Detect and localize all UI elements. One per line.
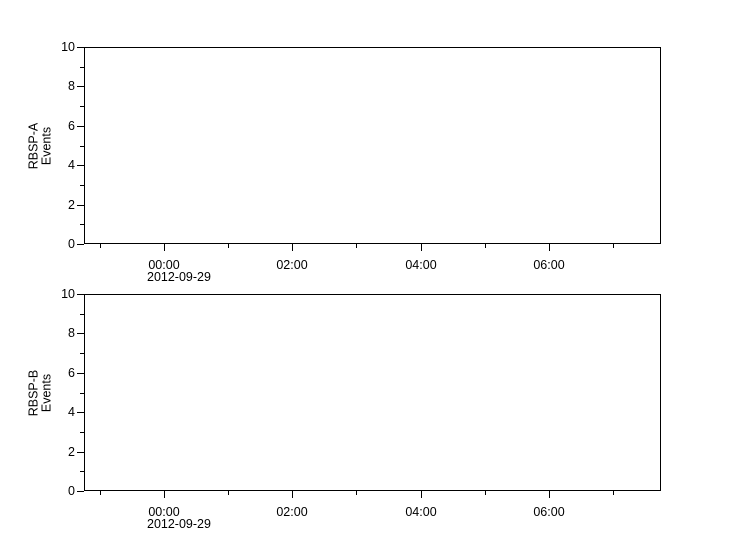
y-minor-tick	[80, 224, 84, 225]
x-major-tick	[421, 491, 422, 498]
y-minor-tick	[80, 185, 84, 186]
y-minor-tick	[80, 314, 84, 315]
y-tick-label: 10	[61, 40, 75, 54]
y-tick-label: 0	[68, 484, 75, 498]
y-tick-label: 8	[68, 79, 75, 93]
y-tick-label: 6	[68, 119, 75, 133]
x-tick-label: 06:00	[533, 258, 565, 272]
y-minor-tick	[80, 353, 84, 354]
x-tick-label: 04:00	[405, 505, 437, 519]
x-tick-label: 06:00	[533, 505, 565, 519]
y-major-tick	[77, 294, 84, 295]
x-major-tick	[549, 491, 550, 498]
x-minor-tick	[485, 491, 486, 495]
x-major-tick	[421, 244, 422, 251]
x-axis-date-label: 2012-09-29	[147, 517, 211, 531]
x-minor-tick	[228, 244, 229, 248]
y-tick-label: 6	[68, 366, 75, 380]
x-major-tick	[292, 244, 293, 251]
x-minor-tick	[485, 244, 486, 248]
x-tick-label: 00:00	[148, 505, 180, 519]
y-major-tick	[77, 373, 84, 374]
y-major-tick	[77, 333, 84, 334]
x-tick-label: 02:00	[276, 505, 308, 519]
y-tick-label: 10	[61, 287, 75, 301]
x-minor-tick	[613, 491, 614, 495]
y-minor-tick	[80, 432, 84, 433]
y-major-tick	[77, 205, 84, 206]
x-major-tick	[164, 244, 165, 251]
y-major-tick	[77, 86, 84, 87]
x-tick-label: 02:00	[276, 258, 308, 272]
y-tick-label: 2	[68, 198, 75, 212]
x-minor-tick	[356, 244, 357, 248]
y-tick-label: 2	[68, 445, 75, 459]
y-tick-label: 0	[68, 237, 75, 251]
y-minor-tick	[80, 471, 84, 472]
y-minor-tick	[80, 146, 84, 147]
y-major-tick	[77, 126, 84, 127]
x-minor-tick	[356, 491, 357, 495]
y-minor-tick	[80, 393, 84, 394]
y-major-tick	[77, 47, 84, 48]
x-minor-tick	[100, 244, 101, 248]
y-major-tick	[77, 412, 84, 413]
x-tick-label: 00:00	[148, 258, 180, 272]
plot-area-rbsp-b	[84, 294, 661, 491]
plot-area-rbsp-a	[84, 47, 661, 244]
x-axis-date-label: 2012-09-29	[147, 270, 211, 284]
y-minor-tick	[80, 106, 84, 107]
x-major-tick	[549, 244, 550, 251]
x-tick-label: 04:00	[405, 258, 437, 272]
y-tick-label: 4	[68, 405, 75, 419]
y-minor-tick	[80, 67, 84, 68]
y-major-tick	[77, 244, 84, 245]
x-minor-tick	[228, 491, 229, 495]
x-major-tick	[164, 491, 165, 498]
x-major-tick	[292, 491, 293, 498]
y-major-tick	[77, 165, 84, 166]
y-tick-label: 4	[68, 158, 75, 172]
y-tick-label: 8	[68, 326, 75, 340]
x-minor-tick	[613, 244, 614, 248]
y-major-tick	[77, 452, 84, 453]
x-minor-tick	[100, 491, 101, 495]
y-major-tick	[77, 491, 84, 492]
